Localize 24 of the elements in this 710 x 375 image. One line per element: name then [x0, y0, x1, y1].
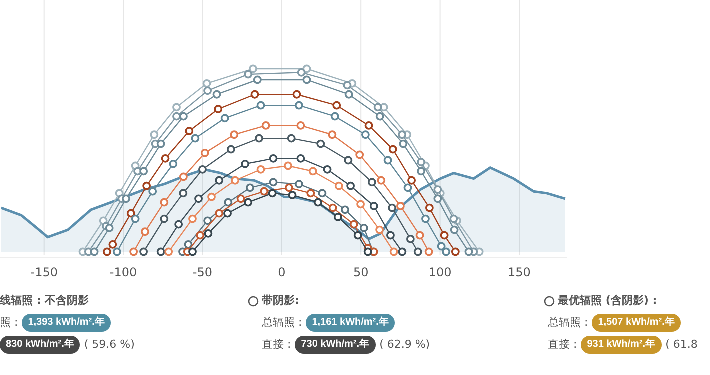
- text: 1,161 kWh/m².年: [306, 314, 395, 332]
- text: 直接 :: [262, 337, 292, 353]
- text: 直接 :: [548, 337, 578, 353]
- text: 830 kWh/m².年: [0, 336, 80, 354]
- text: 730 kWh/m².年: [295, 336, 376, 354]
- text: ( 62.9 %): [380, 337, 430, 353]
- x-tick-label: 150: [508, 266, 531, 280]
- text: 总辐照 :: [548, 315, 588, 331]
- x-tick-label: 0: [278, 266, 286, 280]
- text: 1,507 kWh/m².年: [592, 314, 681, 332]
- text: 线辐照 : 不含阴影: [0, 293, 90, 309]
- text: ( 59.6 %): [84, 337, 135, 353]
- x-tick-label: 100: [428, 266, 452, 280]
- text: 931 kWh/m².年: [581, 336, 662, 354]
- text: 总辐照 :: [262, 315, 302, 331]
- text: 最优辐照 (含阴影) :: [558, 293, 658, 309]
- x-tick-label: -150: [30, 266, 58, 280]
- x-tick-label: 50: [353, 266, 369, 280]
- text: ( 61.8: [666, 337, 698, 353]
- x-tick-label: -50: [192, 266, 213, 280]
- x-tick-label: -100: [110, 266, 138, 280]
- text: 照 :: [0, 315, 18, 331]
- text: 带阴影:: [262, 293, 300, 309]
- text: 1,393 kWh/m².年: [22, 314, 111, 332]
